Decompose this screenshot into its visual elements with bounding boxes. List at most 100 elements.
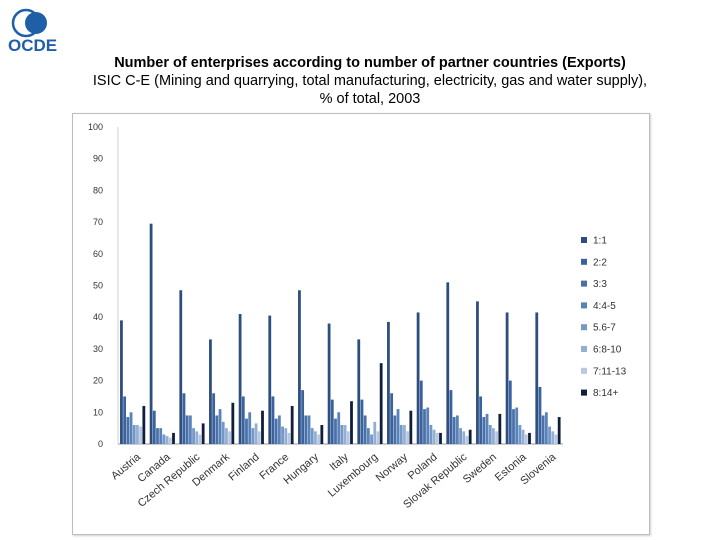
bar <box>238 314 242 444</box>
y-tick-label: 100 <box>88 122 103 132</box>
bar <box>459 428 462 444</box>
bar <box>416 312 420 444</box>
bar <box>241 396 245 444</box>
bar <box>360 399 364 444</box>
bar <box>508 380 512 444</box>
bar <box>495 431 499 444</box>
bar <box>515 407 519 444</box>
legend-swatch <box>581 367 587 374</box>
y-tick-label: 20 <box>93 376 103 386</box>
bar <box>156 428 159 444</box>
bar <box>482 417 486 444</box>
bar <box>314 431 317 444</box>
legend-label: 2:2 <box>593 257 607 268</box>
bar <box>423 409 426 444</box>
x-tick-label: Sweden <box>461 451 499 486</box>
bar <box>393 415 397 444</box>
legend-label: 8:14+ <box>593 388 618 399</box>
bar <box>304 415 308 444</box>
bar <box>357 339 361 444</box>
bar <box>152 410 156 444</box>
bar <box>310 428 314 444</box>
y-tick-label: 80 <box>93 185 103 195</box>
bar <box>168 437 172 444</box>
bar <box>123 396 127 444</box>
bar <box>327 323 331 444</box>
bar <box>287 432 291 444</box>
bar <box>439 432 442 444</box>
bar <box>366 428 370 444</box>
chart-subtitle-line2: % of total, 2003 <box>319 91 421 107</box>
bar <box>245 418 248 444</box>
bar <box>376 431 380 444</box>
legend-label: 5.6-7 <box>593 323 616 334</box>
bar <box>350 401 353 444</box>
oecd-logo-text: OCDE <box>8 36 58 55</box>
bar <box>195 431 199 444</box>
bar <box>343 424 347 444</box>
bar <box>136 424 139 444</box>
legend-label: 4:4-5 <box>593 301 616 312</box>
bar <box>251 428 255 444</box>
legend-swatch <box>581 324 587 331</box>
y-tick-label: 40 <box>93 312 103 322</box>
bar <box>373 421 377 444</box>
bar <box>254 423 258 444</box>
bar <box>432 429 436 444</box>
bar-chart: 0102030405060708090100AustriaCanadaCzech… <box>88 122 627 511</box>
x-tick-label: Norway <box>374 451 411 484</box>
bar <box>399 424 403 444</box>
bar <box>551 431 555 444</box>
bar <box>528 432 531 444</box>
bar <box>406 431 410 444</box>
bar <box>554 434 558 444</box>
bar <box>215 415 219 444</box>
bar <box>132 424 136 444</box>
bar <box>455 415 459 444</box>
bar <box>498 413 502 444</box>
bar <box>120 320 123 444</box>
legend-label: 6:8-10 <box>593 345 622 356</box>
bar <box>403 424 406 444</box>
legend-label: 3:3 <box>593 279 607 290</box>
bar <box>419 380 423 444</box>
legend-label: 1:1 <box>593 236 607 247</box>
bar <box>521 429 525 444</box>
bar <box>185 415 189 444</box>
bar <box>298 290 301 444</box>
legend-swatch <box>581 389 587 396</box>
bar <box>257 431 261 444</box>
bar <box>518 424 522 444</box>
y-tick-label: 10 <box>93 407 103 417</box>
bar <box>281 426 284 444</box>
bar <box>261 410 264 444</box>
bar <box>538 386 542 444</box>
bar <box>524 434 528 444</box>
bar <box>162 434 166 444</box>
bar <box>330 399 334 444</box>
bar <box>221 421 225 444</box>
y-tick-label: 90 <box>93 154 103 164</box>
bar <box>363 415 367 444</box>
legend-swatch <box>581 302 587 309</box>
bar <box>390 393 394 444</box>
bar <box>379 363 383 444</box>
bar <box>188 415 192 444</box>
y-tick-label: 30 <box>93 344 103 354</box>
bar <box>198 434 202 444</box>
bar <box>370 434 373 444</box>
bar <box>462 431 466 444</box>
bar <box>149 223 153 444</box>
oecd-logo-mark <box>11 8 47 38</box>
bar <box>452 417 456 444</box>
chart-titles: Number of enterprises according to numbe… <box>40 54 700 108</box>
bar <box>541 415 545 444</box>
bar <box>512 409 515 444</box>
bar <box>548 426 551 444</box>
x-tick-label: Italy <box>328 451 352 473</box>
bar <box>320 424 324 444</box>
bar <box>129 412 133 444</box>
y-tick-label: 50 <box>93 281 103 291</box>
bar <box>337 412 341 444</box>
bar <box>271 396 275 444</box>
